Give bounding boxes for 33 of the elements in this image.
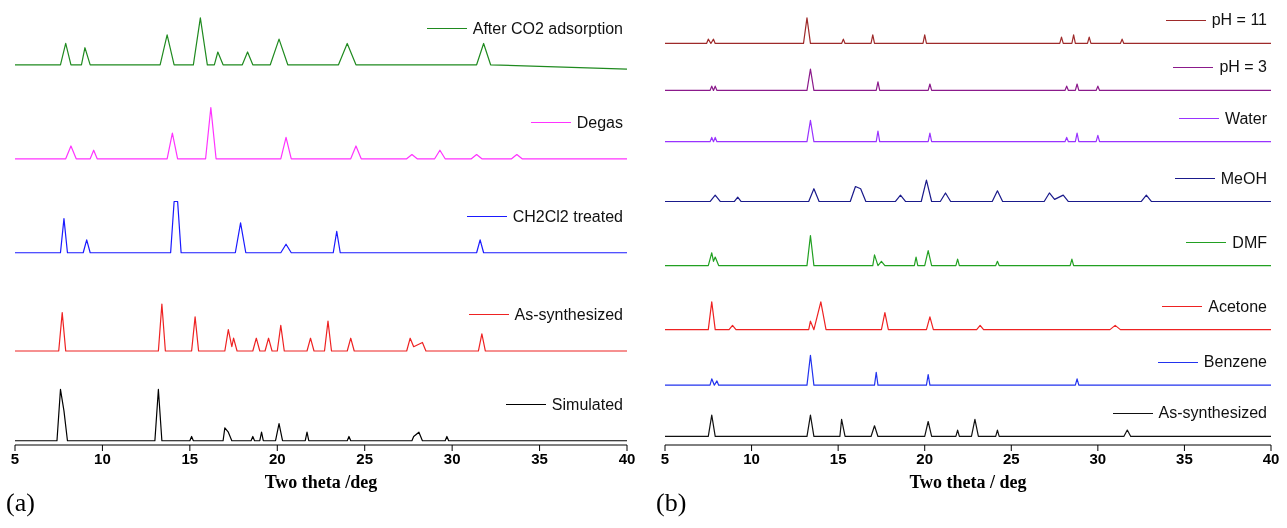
x-tick-label: 35 [1176,449,1193,467]
legend-label: As-synthesized [1158,404,1267,423]
x-tick-label: 20 [268,449,286,467]
text: (b) [656,488,687,518]
legend-label: As-synthesized [514,305,623,324]
x-tick-label: 15 [829,449,847,467]
legend-label: After CO2 adsorption [472,19,623,38]
x-tick-label: 25 [1002,449,1020,467]
legend-label: Benzene [1203,353,1267,372]
legend-label: CH2Cl2 treated [512,207,623,226]
x-tick-label: 30 [1089,449,1107,467]
x-tick-label: 25 [356,449,374,467]
x-tick-label: 5 [10,449,20,467]
x-tick-label: 40 [1262,449,1280,467]
x-axis-title: Two theta / deg [909,472,1027,492]
x-tick-label: 15 [181,449,199,467]
legend-label: Acetone [1208,297,1267,316]
x-tick-label: 10 [94,449,111,467]
x-tick-label: 40 [618,449,636,467]
legend-label: Water [1224,109,1267,128]
x-tick-label: 10 [743,449,760,467]
legend-label: pH = 11 [1211,11,1267,30]
x-tick-label: 35 [531,449,548,467]
text: (a) [6,488,35,518]
legend-label: DMF [1232,233,1267,252]
legend-label: Degas [576,113,623,132]
x-tick-label: 30 [443,449,461,467]
legend-label: Simulated [551,395,623,414]
x-tick-label: 5 [660,449,670,467]
x-tick-label: 20 [916,449,934,467]
legend-label: pH = 3 [1219,58,1267,77]
legend-label: MeOH [1220,169,1267,188]
x-axis-title: Two theta /deg [264,472,378,492]
